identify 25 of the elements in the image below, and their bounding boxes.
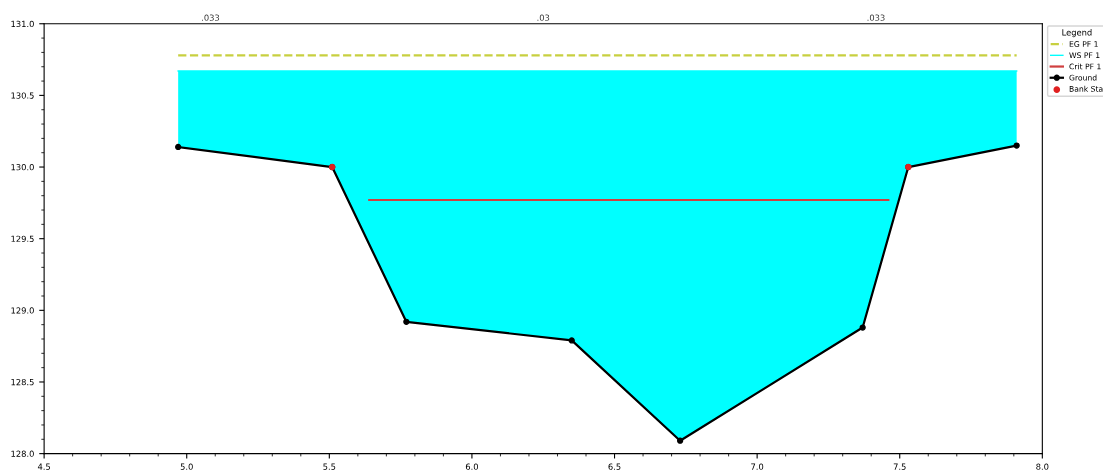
y-tick-label: 131.0 [11,20,34,28]
x-tick-label: 6.5 [608,463,621,470]
y-tick-label: 130.5 [11,92,34,99]
y-tick-label: 130.0 [11,164,34,171]
legend-title: Legend [1062,29,1092,38]
x-tick-label: 7.5 [893,463,906,470]
point [403,318,410,325]
point [676,437,684,444]
point [568,337,575,344]
point [859,324,866,331]
y-tick-label: 128.0 [11,450,34,457]
y-tick-label: 129.5 [11,235,34,242]
x-tick-label: 5.5 [323,463,336,470]
x-tick-label: 8.0 [1036,463,1049,470]
text: .03 [537,14,550,21]
x-tick-label: 5.0 [180,463,193,470]
x-tick-label: 4.5 [37,463,51,470]
y-tick-label: 129.0 [11,307,34,314]
y-tick-label: 128.5 [11,378,34,386]
x-tick-label: 7.0 [751,463,764,470]
text: .033 [202,14,220,21]
text: .033 [867,14,885,21]
point [175,143,182,151]
x-tick-label: 6.0 [465,463,478,470]
point [1013,142,1020,149]
